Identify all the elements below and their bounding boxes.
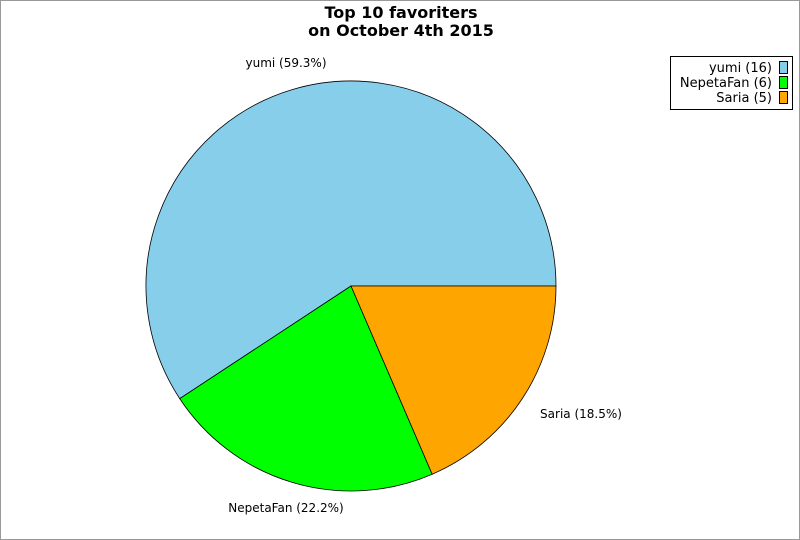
chart-title-line-1: Top 10 favoriters bbox=[324, 3, 477, 22]
pie-slice-yumi bbox=[145, 80, 557, 400]
slice-labels: yumi (59.3%) NepetaFan (22.2%) Saria (18.5… bbox=[228, 56, 622, 515]
slice-label-saria: Saria (18.5%) bbox=[540, 407, 622, 421]
legend-swatch-nepetafan bbox=[779, 76, 788, 89]
legend-box bbox=[670, 56, 793, 110]
pie-slice-nepetafan bbox=[179, 285, 433, 492]
legend-label-saria: Saria (5) bbox=[716, 91, 772, 106]
legend-label-nepetafan: NepetaFan (6) bbox=[680, 76, 772, 91]
legend: yumi (16)NepetaFan (6)Saria (5) bbox=[670, 56, 793, 110]
legend-label-yumi: yumi (16) bbox=[709, 61, 772, 76]
pie-slice-saria bbox=[350, 285, 557, 475]
slice-label-yumi: yumi (59.3%) bbox=[245, 56, 326, 70]
chart-title-line-2: on October 4th 2015 bbox=[308, 21, 494, 40]
legend-swatch-yumi bbox=[779, 61, 788, 74]
legend-swatch-saria bbox=[779, 91, 788, 104]
slice-label-nepetafan: NepetaFan (22.2%) bbox=[228, 501, 343, 515]
pie-slices bbox=[145, 80, 557, 492]
